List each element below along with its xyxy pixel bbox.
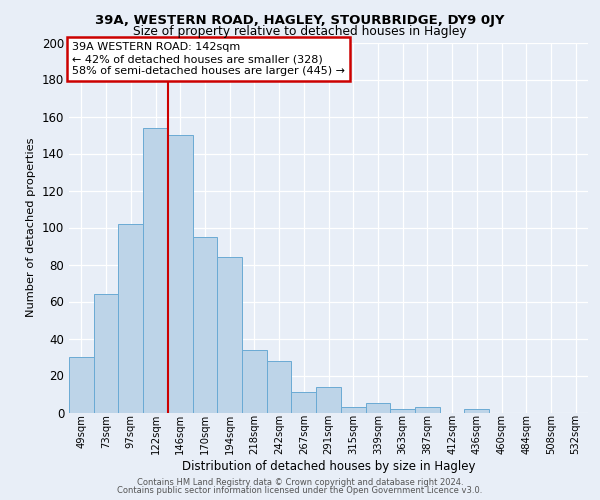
Text: 39A WESTERN ROAD: 142sqm
← 42% of detached houses are smaller (328)
58% of semi-: 39A WESTERN ROAD: 142sqm ← 42% of detach… <box>71 42 344 76</box>
Text: Size of property relative to detached houses in Hagley: Size of property relative to detached ho… <box>133 25 467 38</box>
Bar <box>69 357 94 412</box>
Bar <box>143 128 168 412</box>
Bar <box>193 237 217 412</box>
Bar <box>341 407 365 412</box>
Bar <box>390 409 415 412</box>
Bar <box>118 224 143 412</box>
X-axis label: Distribution of detached houses by size in Hagley: Distribution of detached houses by size … <box>182 460 475 473</box>
Bar <box>365 403 390 412</box>
Bar <box>217 257 242 412</box>
Bar <box>415 407 440 412</box>
Text: 39A, WESTERN ROAD, HAGLEY, STOURBRIDGE, DY9 0JY: 39A, WESTERN ROAD, HAGLEY, STOURBRIDGE, … <box>95 14 505 27</box>
Bar <box>464 409 489 412</box>
Bar <box>292 392 316 412</box>
Bar <box>242 350 267 412</box>
Text: Contains public sector information licensed under the Open Government Licence v3: Contains public sector information licen… <box>118 486 482 495</box>
Text: Contains HM Land Registry data © Crown copyright and database right 2024.: Contains HM Land Registry data © Crown c… <box>137 478 463 487</box>
Bar <box>316 386 341 412</box>
Bar <box>168 135 193 412</box>
Bar <box>94 294 118 412</box>
Y-axis label: Number of detached properties: Number of detached properties <box>26 138 36 318</box>
Bar <box>267 360 292 412</box>
